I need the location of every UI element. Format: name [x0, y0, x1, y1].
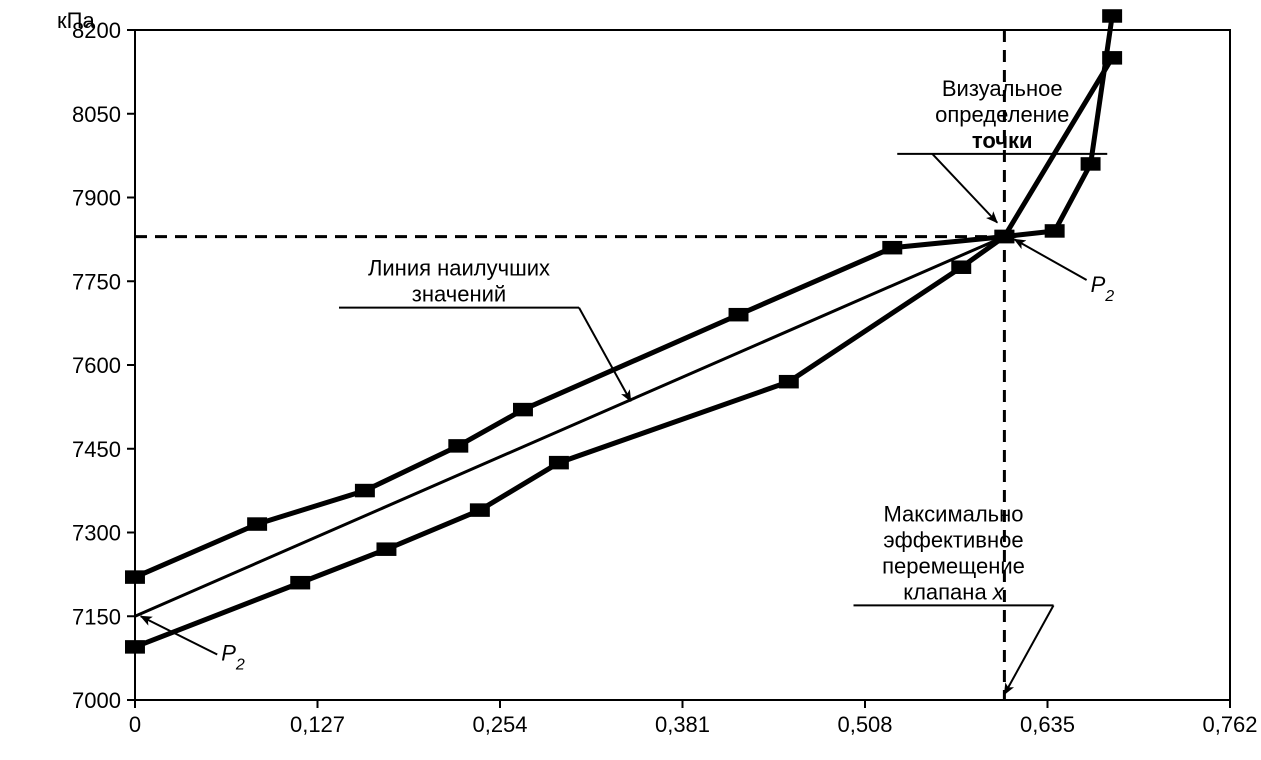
- x-tick-label: 0,254: [472, 712, 527, 737]
- y-tick-label: 7600: [72, 353, 121, 378]
- annotation-max-effective: Максимальноэффективноеперемещениеклапана…: [882, 501, 1025, 604]
- label-p2-right: P2: [1091, 272, 1115, 305]
- annotation-visual-point: Визуальноеопределениеточки: [935, 76, 1069, 153]
- x-tick-label: 0,762: [1202, 712, 1257, 737]
- y-tick-label: 7150: [72, 604, 121, 629]
- y-tick-label: 8050: [72, 102, 121, 127]
- arrow-visual-point: [932, 154, 997, 223]
- marker-lower: [470, 503, 490, 517]
- marker-lower: [125, 640, 145, 654]
- marker-upper: [882, 241, 902, 255]
- marker-upper: [729, 308, 749, 322]
- y-tick-label: 7450: [72, 437, 121, 462]
- x-tick-label: 0,381: [655, 712, 710, 737]
- y-tick-label: 7750: [72, 269, 121, 294]
- marker-upper: [513, 403, 533, 417]
- svg-text:значений: значений: [412, 282, 506, 307]
- marker-upper: [1081, 157, 1101, 171]
- marker-lower: [376, 542, 396, 556]
- marker-lower: [1102, 51, 1122, 64]
- chart-container: 700071507300745076007750790080508200кПа0…: [0, 0, 1261, 760]
- marker-lower: [290, 576, 310, 590]
- line-chart: 700071507300745076007750790080508200кПа0…: [0, 0, 1261, 760]
- arrow-best-fit: [579, 308, 631, 402]
- marker-upper: [125, 570, 145, 584]
- x-tick-label: 0: [129, 712, 141, 737]
- arrow-p2-right: [1014, 239, 1086, 280]
- svg-text:Линия наилучших: Линия наилучших: [368, 256, 550, 281]
- svg-text:определение: определение: [935, 102, 1069, 127]
- arrow-max-effective: [1004, 605, 1053, 694]
- svg-text:эффективное: эффективное: [883, 527, 1023, 552]
- svg-text:клапана x: клапана x: [903, 579, 1005, 604]
- marker-upper: [1045, 224, 1065, 238]
- x-tick-label: 0,508: [837, 712, 892, 737]
- marker-lower: [549, 456, 569, 470]
- y-tick-label: 7000: [72, 688, 121, 713]
- marker-lower: [951, 260, 971, 274]
- marker-upper: [448, 439, 468, 453]
- label-p2-left: P2: [221, 641, 245, 674]
- marker-lower: [779, 375, 799, 389]
- y-axis-label: кПа: [57, 8, 95, 33]
- annotation-best-fit: Линия наилучшихзначений: [368, 256, 550, 307]
- svg-text:Визуальное: Визуальное: [942, 76, 1063, 101]
- x-tick-label: 0,635: [1020, 712, 1075, 737]
- marker-upper: [1102, 9, 1122, 22]
- x-tick-label: 0,127: [290, 712, 345, 737]
- y-tick-label: 7300: [72, 521, 121, 546]
- y-tick-label: 7900: [72, 186, 121, 211]
- svg-text:точки: точки: [972, 128, 1033, 153]
- marker-upper: [247, 517, 267, 531]
- series-best_fit: [135, 237, 1004, 617]
- marker-upper: [355, 484, 375, 498]
- svg-text:Максимально: Максимально: [883, 501, 1023, 526]
- svg-text:перемещение: перемещение: [882, 553, 1025, 578]
